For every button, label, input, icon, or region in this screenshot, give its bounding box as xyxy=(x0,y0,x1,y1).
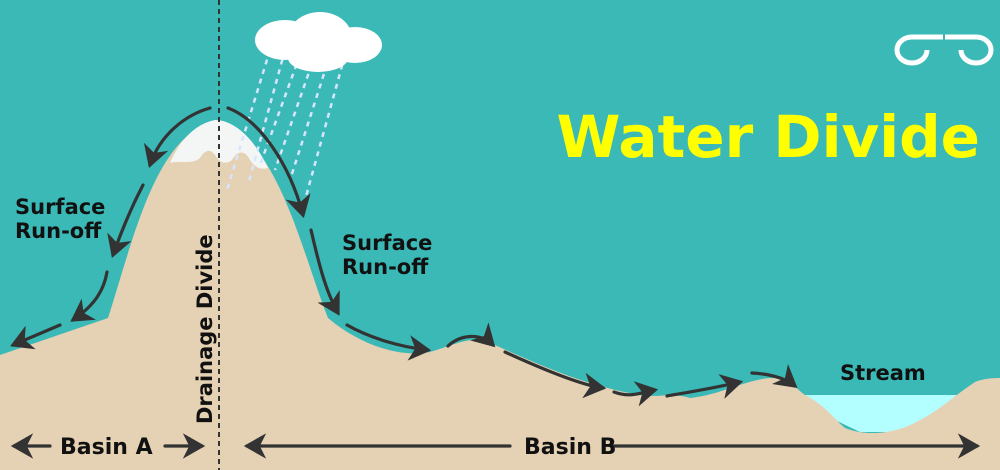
drainage-divide-label: Drainage Divide xyxy=(193,234,217,424)
runoff-left-label-2: Run-off xyxy=(15,219,102,243)
terrain xyxy=(0,124,1000,470)
basin-a-label: Basin A xyxy=(60,435,153,460)
cloud-icon xyxy=(255,12,382,72)
stream-label: Stream xyxy=(840,361,926,385)
stream-water xyxy=(805,395,965,432)
runoff-right-label-1: Surface xyxy=(342,231,432,255)
page-title: Water Divide xyxy=(557,103,980,171)
runoff-right-label-2: Run-off xyxy=(342,255,429,279)
runoff-left-label-1: Surface xyxy=(15,195,105,219)
basin-b-label: Basin B xyxy=(524,435,616,460)
gfg-logo-icon xyxy=(894,34,994,66)
runoff-arrows xyxy=(10,106,798,407)
